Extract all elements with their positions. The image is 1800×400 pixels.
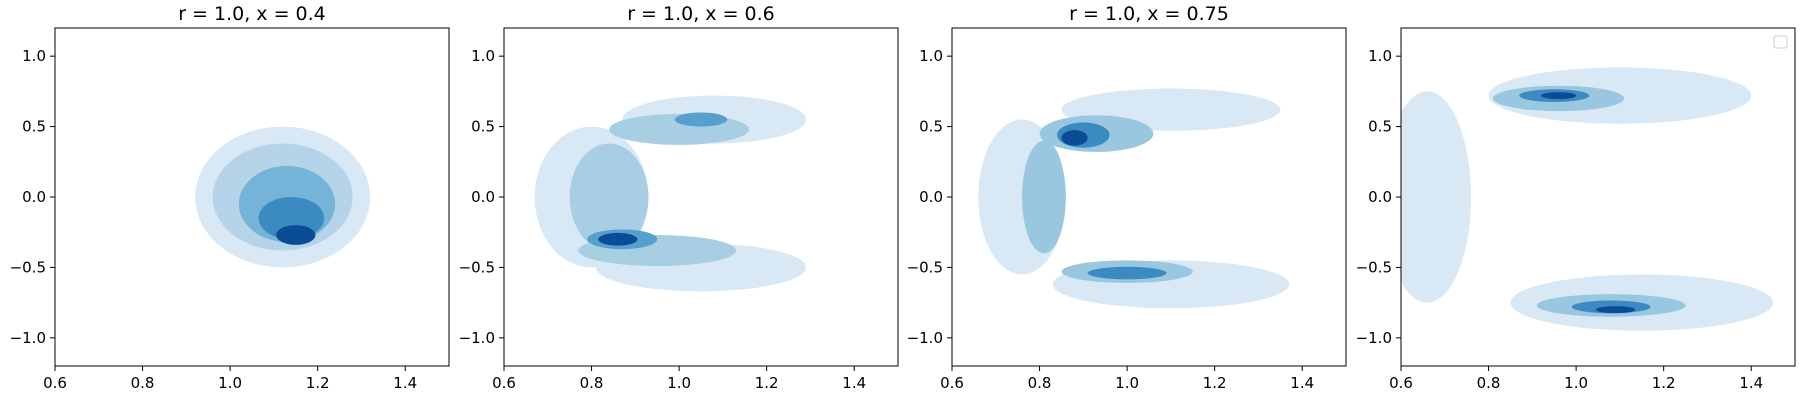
x-tick-label: 1.4 xyxy=(1739,374,1763,392)
x-tick-label: 1.0 xyxy=(1115,374,1139,392)
density-region-5 xyxy=(1022,140,1066,254)
y-tick-label: 0.0 xyxy=(471,188,495,206)
x-tick-label: 1.4 xyxy=(842,374,866,392)
density-contours xyxy=(978,88,1290,309)
x-tick-label: 1.0 xyxy=(218,374,242,392)
x-tick-label: 0.8 xyxy=(1477,374,1501,392)
density-region-8 xyxy=(1087,266,1167,280)
x-tick-label: 0.6 xyxy=(43,374,67,392)
x-tick-label: 0.6 xyxy=(1389,374,1413,392)
y-tick-label: −1.0 xyxy=(907,329,943,347)
density-region-5 xyxy=(569,143,649,251)
x-tick-label: 1.2 xyxy=(755,374,779,392)
y-tick-label: −0.5 xyxy=(907,258,943,276)
x-tick-label: 0.6 xyxy=(492,374,516,392)
density-contours xyxy=(195,126,371,268)
y-tick-label: 1.0 xyxy=(22,47,46,65)
y-tick-label: 0.0 xyxy=(1368,188,1392,206)
density-region-5 xyxy=(276,225,316,245)
density-contours xyxy=(1401,67,1774,331)
y-tick-label: 0.5 xyxy=(471,118,495,136)
x-tick-label: 0.8 xyxy=(580,374,604,392)
x-tick-label: 1.0 xyxy=(1564,374,1588,392)
panel-title: r = 1.0, x = 0.6 xyxy=(627,3,775,25)
x-tick-label: 0.8 xyxy=(1028,374,1052,392)
panel-2: 0.6 0.8 1.0 1.2 1.4 1.0 0.5 0.0 −0.5 −1.0 r = 1.0,… xyxy=(459,3,899,392)
y-tick-label: −1.0 xyxy=(459,329,495,347)
density-region-2 xyxy=(1401,91,1472,303)
density-region-8 xyxy=(674,112,728,127)
y-tick-label: −1.0 xyxy=(1356,329,1392,347)
x-tick-label: 1.2 xyxy=(1203,374,1227,392)
x-tick-label: 1.2 xyxy=(306,374,330,392)
panel-3: 0.6 0.8 1.0 1.2 1.4 1.0 0.5 0.0 −0.5 −1.0 r = 1.0,… xyxy=(907,3,1347,392)
y-tick-label: 1.0 xyxy=(471,47,495,65)
legend-box xyxy=(1773,35,1788,49)
y-tick-label: 1.0 xyxy=(1368,47,1392,65)
density-region-9 xyxy=(1595,306,1636,314)
panel-4: 0.6 0.8 1.0 1.2 1.4 1.0 0.5 0.0 −0.5 −1.0 xyxy=(1356,27,1796,392)
x-tick-label: 1.4 xyxy=(1290,374,1314,392)
density-region-8 xyxy=(1541,92,1577,100)
density-contours xyxy=(534,95,807,292)
y-tick-label: −0.5 xyxy=(459,258,495,276)
y-tick-label: 0.5 xyxy=(1368,118,1392,136)
x-tick-label: 1.0 xyxy=(667,374,691,392)
y-tick-label: 1.0 xyxy=(919,47,943,65)
panel-title: r = 1.0, x = 0.75 xyxy=(1069,3,1229,25)
x-tick-label: 0.8 xyxy=(131,374,155,392)
y-tick-label: 0.0 xyxy=(919,188,943,206)
density-region-9 xyxy=(598,232,638,246)
x-tick-label: 1.2 xyxy=(1652,374,1676,392)
y-tick-label: −1.0 xyxy=(10,329,46,347)
x-tick-label: 0.6 xyxy=(940,374,964,392)
panel-title: r = 1.0, x = 0.4 xyxy=(178,3,326,25)
x-tick-label: 1.4 xyxy=(393,374,417,392)
y-tick-label: −0.5 xyxy=(1356,258,1392,276)
panel-1: 0.6 0.8 1.0 1.2 1.4 1.0 0.5 0.0 −0.5 −1.0 r = 1.0,… xyxy=(10,3,450,392)
y-tick-label: 0.0 xyxy=(22,188,46,206)
y-tick-label: −0.5 xyxy=(10,258,46,276)
y-tick-label: 0.5 xyxy=(22,118,46,136)
y-tick-label: 0.5 xyxy=(919,118,943,136)
density-region-9 xyxy=(1061,130,1088,146)
